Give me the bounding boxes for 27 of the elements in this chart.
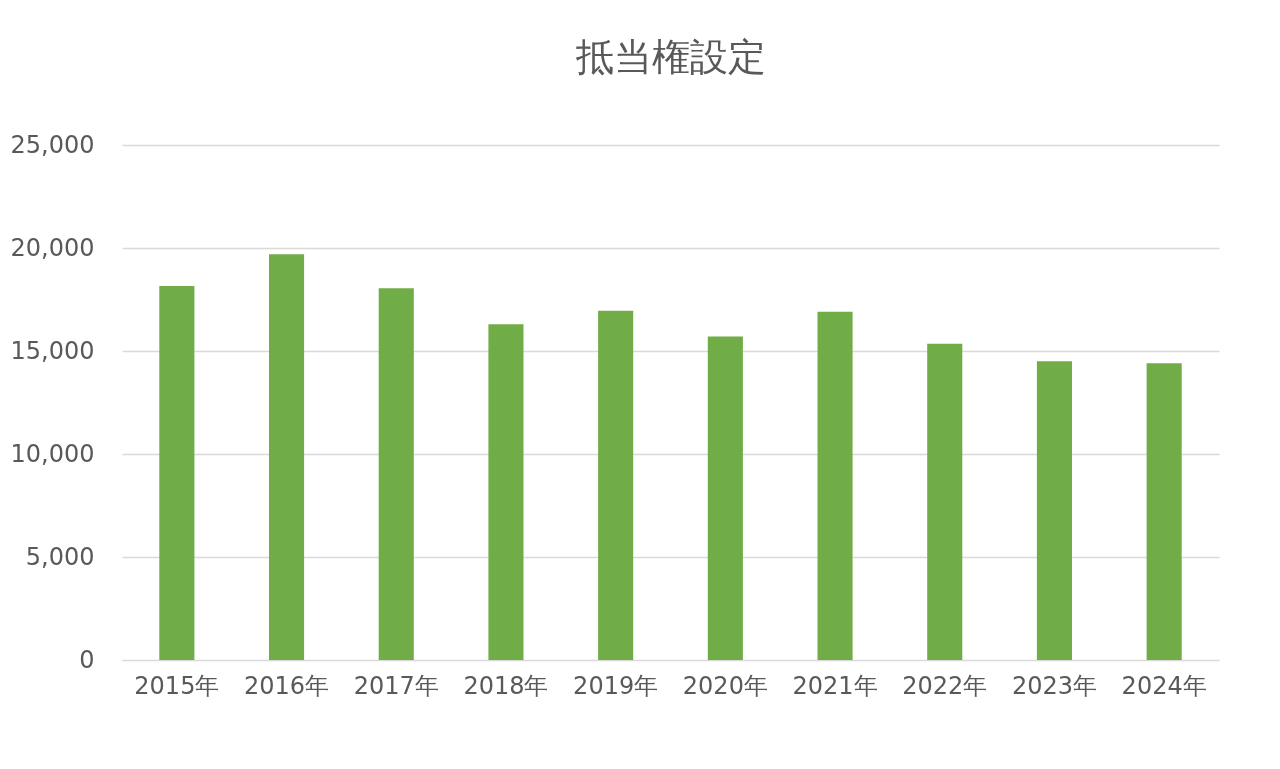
- x-tick-label: 2024年: [1121, 671, 1207, 700]
- y-tick-label: 25,000: [10, 130, 95, 159]
- bar: [1146, 363, 1182, 660]
- x-tick-label: 2020年: [682, 671, 768, 700]
- chart-title: 抵当権設定: [574, 35, 766, 79]
- bar: [488, 324, 524, 660]
- bar: [817, 311, 853, 660]
- x-tick-label: 2019年: [573, 671, 659, 700]
- bar: [159, 286, 195, 660]
- x-tick-label: 2021年: [792, 671, 878, 700]
- y-tick-label: 10,000: [10, 439, 95, 468]
- x-tick-label: 2015年: [134, 671, 220, 700]
- x-tick-label: 2022年: [902, 671, 988, 700]
- y-tick-label: 20,000: [10, 233, 95, 262]
- bar: [927, 343, 963, 660]
- bar: [598, 310, 634, 660]
- x-tick-label: 2023年: [1011, 671, 1097, 700]
- bar: [1036, 361, 1072, 660]
- bar: [269, 254, 305, 660]
- bar: [707, 336, 743, 660]
- x-tick-label: 2017年: [353, 671, 439, 700]
- x-tick-label: 2016年: [244, 671, 330, 700]
- x-tick-label: 2018年: [463, 671, 549, 700]
- bar: [378, 288, 414, 660]
- y-tick-label: 0: [79, 645, 95, 674]
- y-tick-label: 5,000: [25, 542, 95, 571]
- y-tick-label: 15,000: [10, 336, 95, 365]
